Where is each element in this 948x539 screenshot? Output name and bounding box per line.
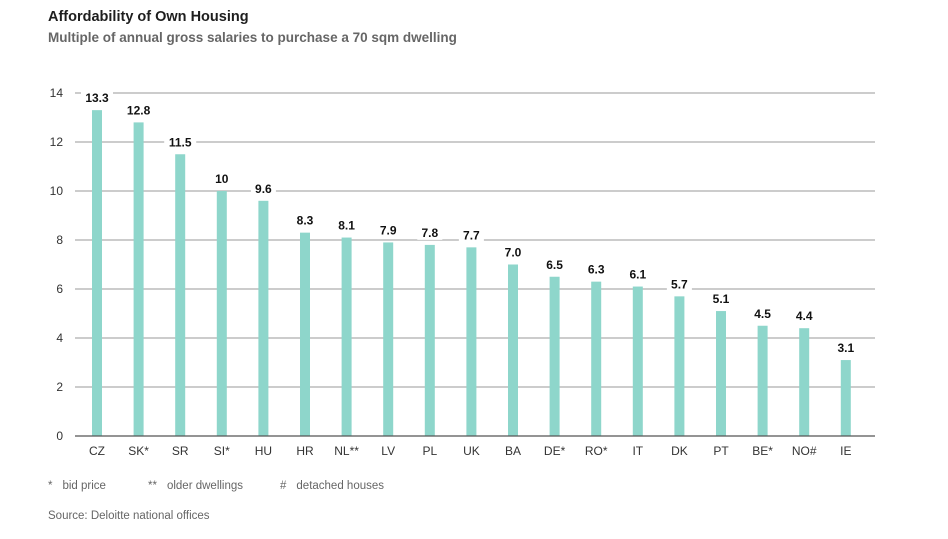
bar xyxy=(258,200,269,436)
bar xyxy=(341,237,352,436)
data-label-bg xyxy=(666,277,692,292)
x-tick-label: HR xyxy=(296,444,314,458)
data-label: 7.7 xyxy=(463,228,480,242)
bar xyxy=(133,122,144,437)
x-tick-label: SR xyxy=(172,444,189,458)
footnote-text: detached houses xyxy=(296,480,385,492)
bar xyxy=(424,244,435,436)
data-label-bg xyxy=(212,172,231,186)
bar xyxy=(632,286,643,436)
x-tick-label: NO# xyxy=(792,444,817,458)
footnote-symbol: * xyxy=(48,480,53,492)
bar xyxy=(466,247,477,436)
y-tick-label: 2 xyxy=(56,380,63,394)
data-label-bg xyxy=(81,91,113,106)
x-tick-label: SI* xyxy=(214,444,230,458)
data-label-bg xyxy=(417,225,443,240)
data-label: 6.3 xyxy=(588,263,605,277)
footnote-symbol: ** xyxy=(148,480,157,492)
bar-chart: 0 2 4 6 8 10 12 14 13.3 CZ 12.8 SK* 11.5 SR 10 SI* 9.6 HU… xyxy=(50,86,875,458)
data-label-bg xyxy=(122,103,155,118)
bar xyxy=(300,232,310,436)
data-label: 4.4 xyxy=(796,309,813,323)
data-label: 5.1 xyxy=(713,292,730,306)
footnote-bid-price: * bid price xyxy=(48,480,106,492)
x-tick-label: IT xyxy=(632,444,643,458)
bar xyxy=(549,276,560,436)
data-label-bg xyxy=(334,218,360,233)
data-label: 6.1 xyxy=(629,268,646,282)
footnote-text: bid price xyxy=(62,480,106,492)
bar xyxy=(591,281,602,436)
x-tick-label: NL** xyxy=(334,444,359,458)
bar xyxy=(757,325,768,436)
x-tick-label: LV xyxy=(381,444,395,458)
x-tick-label: HU xyxy=(255,444,272,458)
data-label: 4.5 xyxy=(754,307,771,321)
chart-subtitle: Multiple of annual gross salaries to pur… xyxy=(48,30,457,45)
data-label-bg xyxy=(791,309,817,324)
data-label: 13.3 xyxy=(85,91,109,105)
x-tick-label: DE* xyxy=(544,444,566,458)
y-tick-label: 8 xyxy=(56,233,63,247)
data-label-bg xyxy=(164,135,197,150)
bar xyxy=(92,110,102,437)
data-label-bg xyxy=(500,245,526,260)
footnote-detached-houses: # detached houses xyxy=(280,480,384,492)
x-tick-label: PL xyxy=(422,444,437,458)
data-label: 12.8 xyxy=(127,103,151,117)
data-label: 3.1 xyxy=(837,341,854,355)
data-label-bg xyxy=(583,262,609,277)
x-tick-label: DK xyxy=(671,444,688,458)
x-tick-label: BE* xyxy=(752,444,773,458)
data-label-bg xyxy=(542,257,568,272)
bar xyxy=(383,242,394,436)
data-label-bg xyxy=(625,267,651,282)
bar xyxy=(799,328,810,436)
footnote-older-dwellings: ** older dwellings xyxy=(148,480,243,492)
bar xyxy=(840,360,851,436)
y-tick-label: 4 xyxy=(56,331,63,345)
data-label: 8.3 xyxy=(297,214,314,228)
y-tick-label: 14 xyxy=(50,86,64,100)
source-note: Source: Deloitte national offices xyxy=(48,510,210,522)
bar xyxy=(216,191,227,436)
footnote-text: older dwellings xyxy=(166,480,244,492)
x-tick-label: CZ xyxy=(89,444,105,458)
data-label-bg xyxy=(750,306,776,321)
chart-title: Affordability of Own Housing xyxy=(48,9,249,25)
y-tick-label: 0 xyxy=(56,429,63,443)
data-label: 7.8 xyxy=(421,226,438,240)
bar xyxy=(674,296,685,436)
data-label-bg xyxy=(250,181,276,196)
data-label: 7.0 xyxy=(505,246,522,260)
x-tick-label: BA xyxy=(505,444,521,458)
data-label: 5.7 xyxy=(671,277,688,291)
y-tick-label: 12 xyxy=(50,135,64,149)
y-tick-label: 10 xyxy=(50,184,64,198)
y-tick-label: 6 xyxy=(56,282,63,296)
bar xyxy=(175,154,186,436)
data-label-bg xyxy=(292,213,318,228)
data-label: 10 xyxy=(215,172,229,186)
x-tick-label: PT xyxy=(713,444,729,458)
data-label: 9.6 xyxy=(255,182,272,196)
bar xyxy=(508,264,518,436)
x-tick-label: RO* xyxy=(585,444,608,458)
footnote-symbol: # xyxy=(280,480,287,492)
data-label: 7.9 xyxy=(380,223,397,237)
data-label-bg xyxy=(708,292,734,307)
data-label-bg xyxy=(458,228,484,243)
data-label-bg xyxy=(833,341,859,356)
bar xyxy=(716,311,726,436)
data-label: 11.5 xyxy=(169,135,192,149)
data-label: 6.5 xyxy=(546,258,563,272)
data-label-bg xyxy=(375,223,401,238)
x-tick-label: IE xyxy=(840,444,851,458)
data-label: 8.1 xyxy=(338,219,355,233)
x-tick-label: UK xyxy=(463,444,480,458)
x-tick-label: SK* xyxy=(128,444,149,458)
